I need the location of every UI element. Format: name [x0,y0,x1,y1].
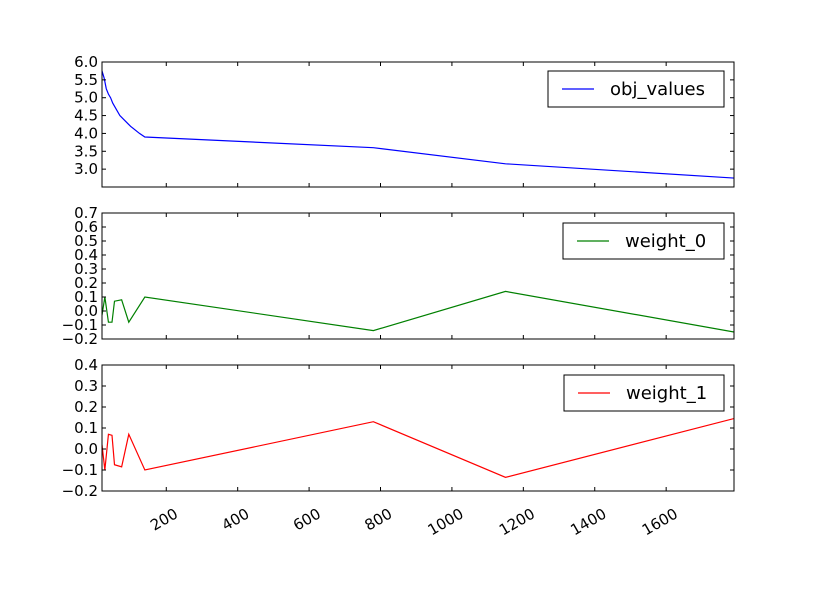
series-line-weight_0 [102,290,734,333]
y-tick-label: 0.3 [74,260,98,278]
y-tick-label: 3.5 [74,142,98,160]
y-tick-label: 4.5 [74,107,98,125]
y-tick-label: 0.2 [74,274,98,292]
y-tick-label: 0.6 [74,218,98,236]
y-tick-label: 0.2 [74,398,98,416]
legend: weight_0 [562,222,725,260]
y-tick-label: 0.4 [74,356,98,374]
y-tick-label: −0.2 [62,482,98,500]
series-line-obj_values [102,70,734,179]
legend-label: weight_1 [626,383,707,404]
legend: weight_1 [563,374,725,412]
legend-label: obj_values [610,79,705,100]
legend: obj_values [547,70,725,108]
axes-frame [101,364,735,492]
y-tick-label: 0.4 [74,246,98,264]
subplot-0: 3.03.54.04.55.05.56.0 obj_values [74,53,735,188]
y-tick-label: 0.1 [74,419,98,437]
y-tick-label: 5.0 [74,89,98,107]
y-tick-label: 0.0 [74,302,98,320]
series-line-weight_1 [102,417,734,478]
y-tick-label: 0.1 [74,288,98,306]
y-tick-label: 0.7 [74,204,98,222]
y-tick-label: 0.5 [74,232,98,250]
y-tick-label: 6.0 [74,53,98,71]
y-tick-label: 4.0 [74,124,98,142]
y-tick-label: 0.0 [74,440,98,458]
y-tick-label: 0.3 [74,377,98,395]
axes-frame [101,61,735,188]
axes-frame [101,212,735,340]
subplot-1: −0.2−0.10.00.10.20.30.40.50.60.7 weight_0 [62,204,735,348]
y-tick-label: −0.2 [62,330,98,348]
y-tick-label: −0.1 [62,316,98,334]
y-tick-label: 3.0 [74,160,98,178]
y-tick-label: 5.5 [74,71,98,89]
y-tick-label: −0.1 [62,461,98,479]
legend-label: weight_0 [625,231,706,252]
